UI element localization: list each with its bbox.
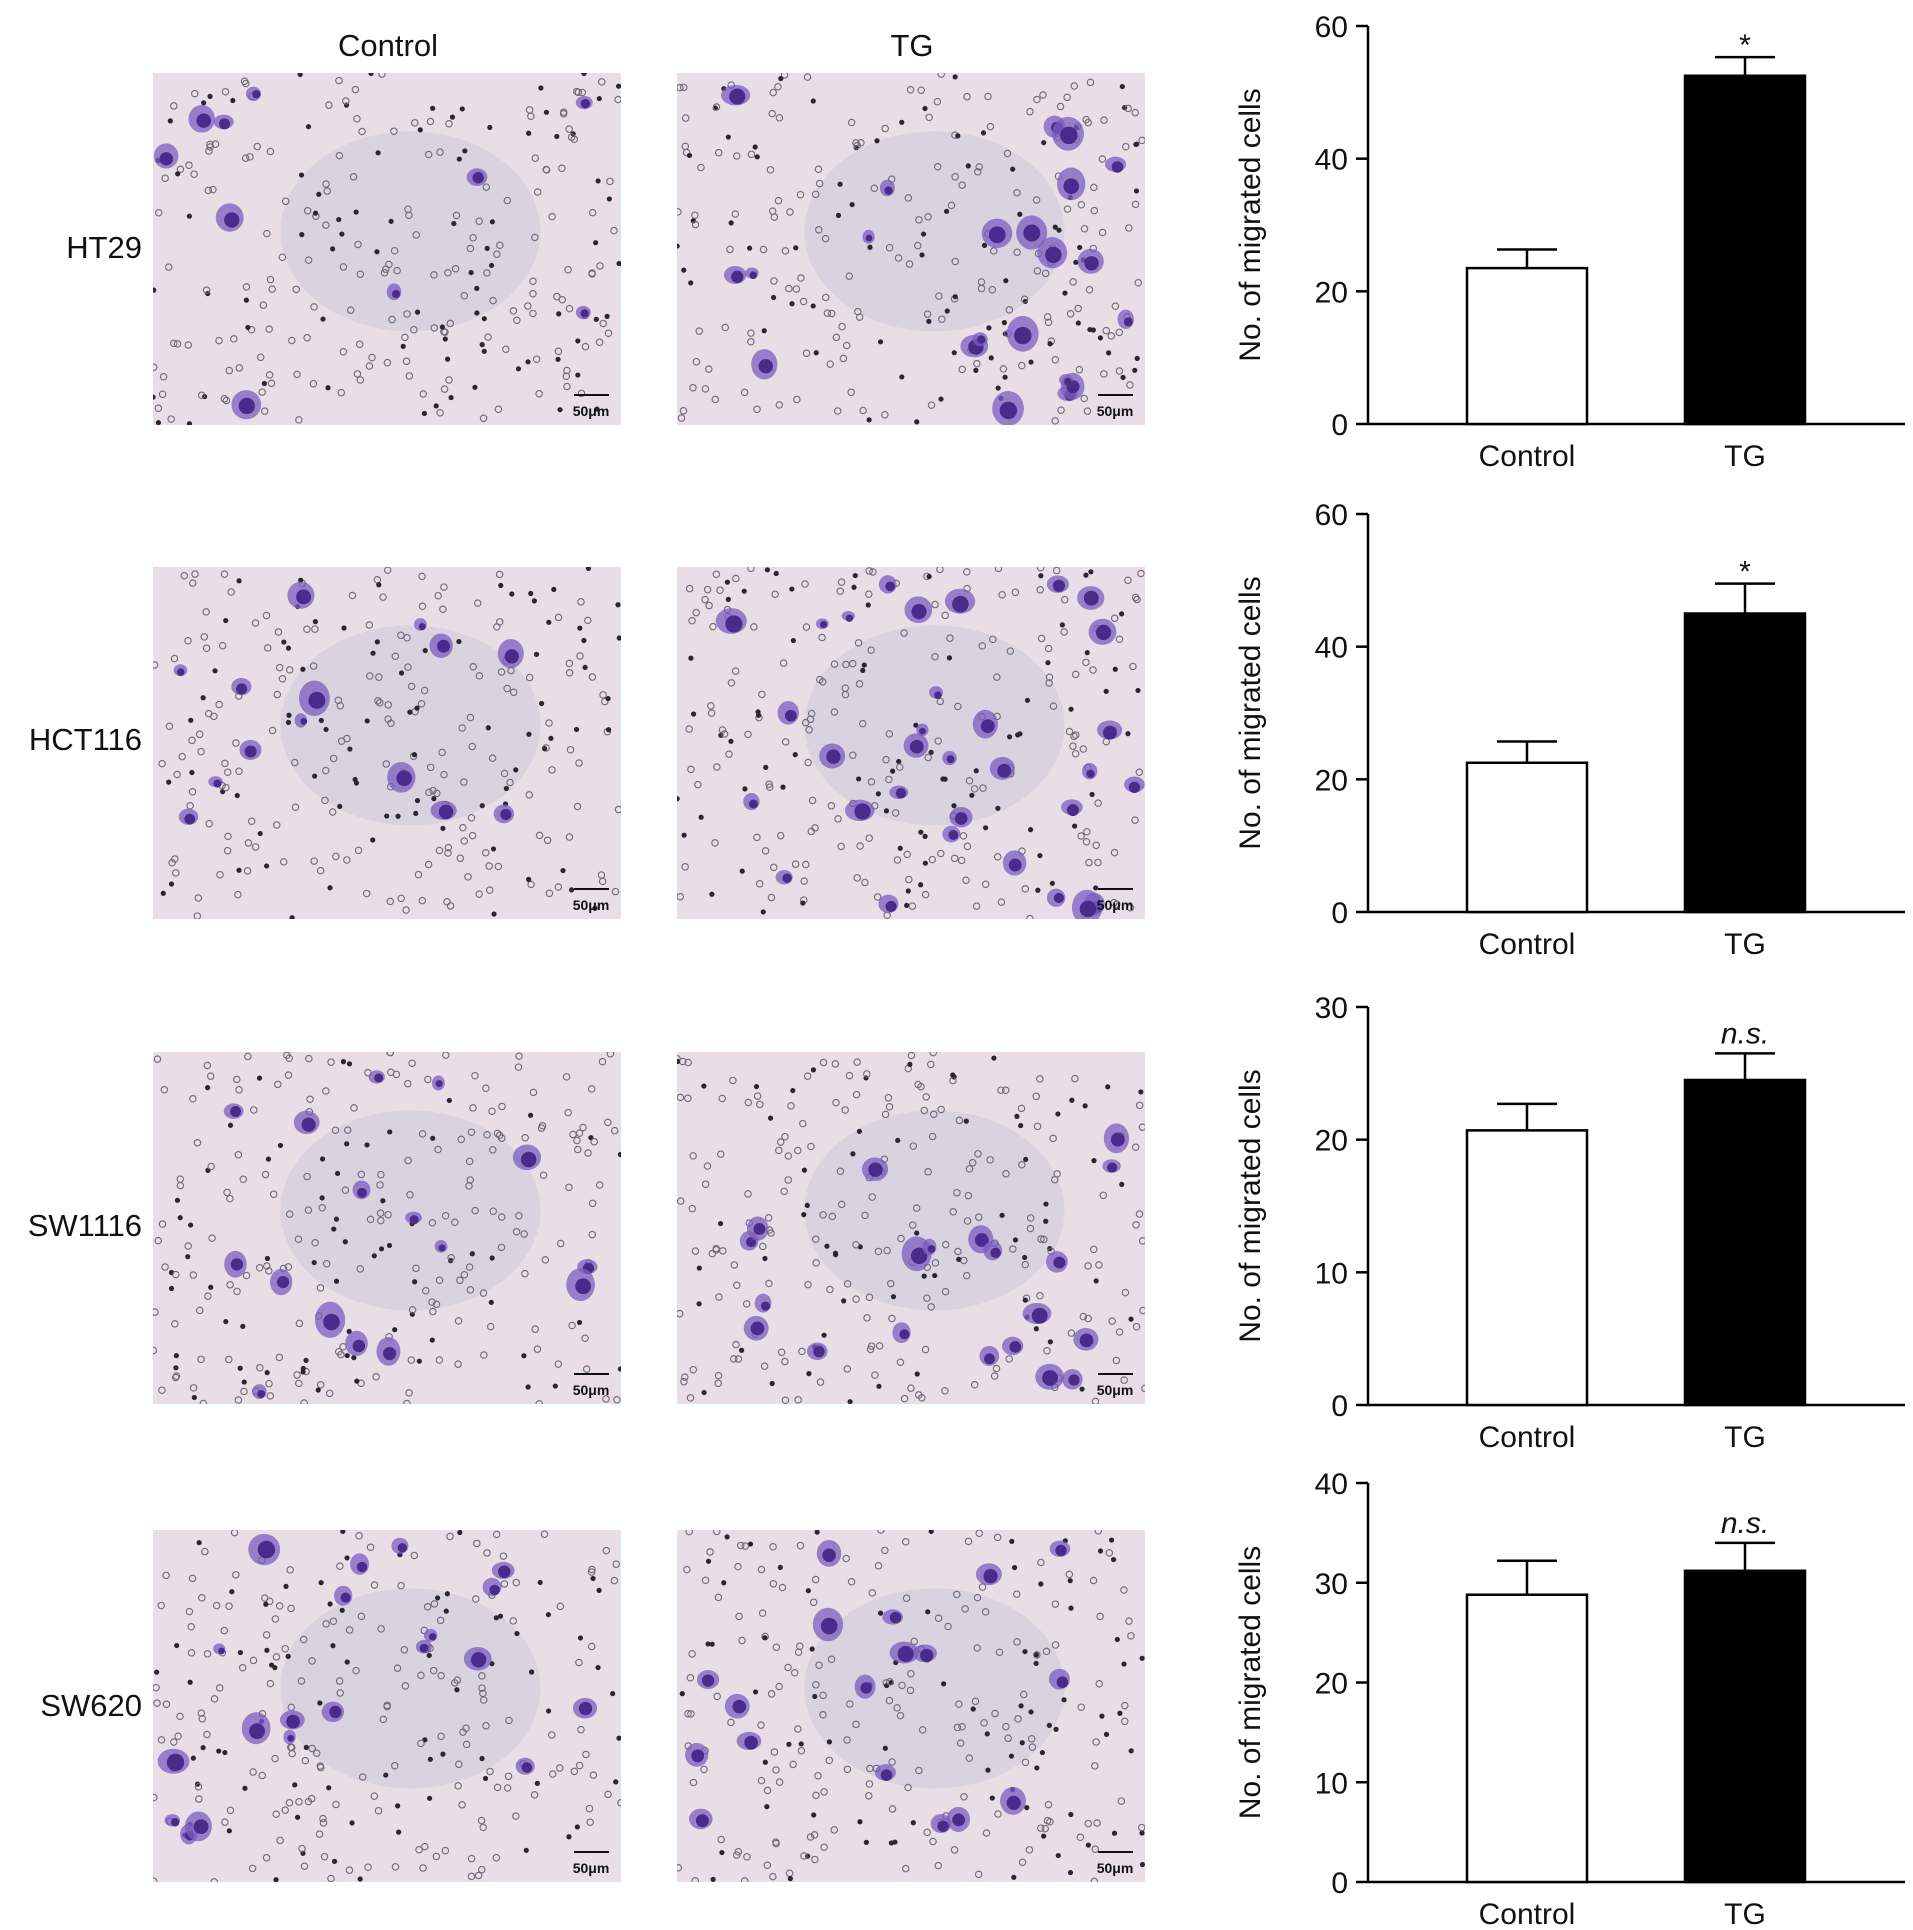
bar-control bbox=[1465, 266, 1589, 426]
y-tick-label: 20 bbox=[1315, 276, 1348, 309]
y-tick-label: 30 bbox=[1315, 992, 1348, 1025]
bar-tg bbox=[1683, 74, 1807, 426]
bar-control bbox=[1465, 761, 1589, 914]
micrograph-sw1116-tg: 50μm bbox=[677, 1052, 1145, 1404]
x-tick-label: Control bbox=[1479, 1421, 1576, 1454]
column-header-control: Control bbox=[338, 28, 438, 63]
significance-annotation: n.s. bbox=[1721, 1017, 1769, 1050]
x-tick-label: TG bbox=[1724, 1898, 1766, 1925]
y-tick-label: 10 bbox=[1315, 1257, 1348, 1290]
bar-chart-sw620: 0 10 20 30 40 No. of migrated cells Control n.s… bbox=[1234, 1468, 1905, 1930]
bar-control bbox=[1465, 1593, 1589, 1884]
y-tick-label: 0 bbox=[1331, 1390, 1348, 1423]
y-tick-label: 40 bbox=[1315, 632, 1348, 665]
bar-chart-hct116: 0 20 40 60 No. of migrated cells Control * TG bbox=[1234, 499, 1905, 961]
y-tick-label: 20 bbox=[1315, 764, 1348, 797]
y-tick-label: 0 bbox=[1331, 409, 1348, 442]
y-tick-label: 60 bbox=[1315, 11, 1348, 44]
micrograph-sw620-tg: 50μm bbox=[677, 1530, 1145, 1882]
y-tick-label: 30 bbox=[1315, 1568, 1348, 1601]
row-label-sw1116: SW1116 bbox=[27, 1208, 142, 1243]
micrograph-sw1116-control: 50μm bbox=[153, 1052, 621, 1404]
column-header-tg: TG bbox=[890, 28, 934, 63]
significance-annotation: * bbox=[1739, 556, 1751, 589]
significance-annotation: * bbox=[1739, 29, 1751, 62]
scale-bar-label: 50μm bbox=[1097, 403, 1134, 419]
y-tick-label: 40 bbox=[1315, 144, 1348, 177]
bar-charts: 0 20 40 60 No. of migrated cells Control * TG 0 2… bbox=[1200, 0, 1913, 1930]
y-axis-label: No. of migrated cells bbox=[1234, 88, 1267, 361]
y-tick-label: 40 bbox=[1315, 1468, 1348, 1501]
x-tick-label: TG bbox=[1724, 440, 1766, 473]
significance-annotation: n.s. bbox=[1721, 1507, 1769, 1540]
y-tick-label: 60 bbox=[1315, 499, 1348, 532]
y-tick-label: 0 bbox=[1331, 1867, 1348, 1900]
scale-bar-label: 50μm bbox=[1097, 1860, 1134, 1876]
scale-bar-label: 50μm bbox=[573, 897, 610, 913]
row-label-ht29: HT29 bbox=[66, 230, 142, 265]
x-tick-label: Control bbox=[1479, 440, 1576, 473]
y-tick-label: 0 bbox=[1331, 897, 1348, 930]
x-tick-label: TG bbox=[1724, 928, 1766, 961]
micrograph-ht29-control: 50μm bbox=[153, 73, 621, 425]
micrograph-sw620-control: 50μm bbox=[153, 1530, 621, 1882]
scale-bar-label: 50μm bbox=[573, 1382, 610, 1398]
y-tick-label: 20 bbox=[1315, 1125, 1348, 1158]
scale-bar-label: 50μm bbox=[1097, 1382, 1134, 1398]
bar-control bbox=[1465, 1129, 1589, 1407]
bar-tg bbox=[1683, 612, 1807, 914]
bar-tg bbox=[1683, 1078, 1807, 1407]
row-label-hct116: HCT116 bbox=[28, 722, 142, 757]
micrograph-hct116-tg: 50μm bbox=[677, 567, 1145, 919]
y-tick-label: 20 bbox=[1315, 1668, 1348, 1701]
bar-chart-sw1116: 0 10 20 30 No. of migrated cells Control n.s. T… bbox=[1234, 992, 1905, 1454]
y-axis-label: No. of migrated cells bbox=[1234, 576, 1267, 849]
scale-bar-label: 50μm bbox=[573, 403, 610, 419]
micrograph-hct116-control: 50μm bbox=[153, 567, 621, 919]
bar-chart-ht29: 0 20 40 60 No. of migrated cells Control * TG bbox=[1234, 11, 1905, 473]
scale-bar-label: 50μm bbox=[573, 1860, 610, 1876]
scale-bar-label: 50μm bbox=[1097, 897, 1134, 913]
y-axis-label: No. of migrated cells bbox=[1234, 1546, 1267, 1819]
row-label-sw620: SW620 bbox=[40, 1688, 142, 1723]
bar-tg bbox=[1683, 1569, 1807, 1884]
x-tick-label: Control bbox=[1479, 928, 1576, 961]
micrograph-ht29-tg: 50μm bbox=[677, 73, 1145, 425]
x-tick-label: Control bbox=[1479, 1898, 1576, 1925]
y-tick-label: 10 bbox=[1315, 1767, 1348, 1800]
x-tick-label: TG bbox=[1724, 1421, 1766, 1454]
y-axis-label: No. of migrated cells bbox=[1234, 1069, 1267, 1342]
